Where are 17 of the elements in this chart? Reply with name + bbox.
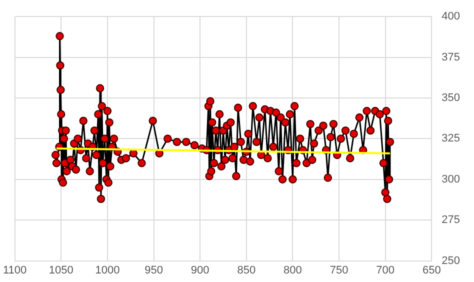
y-tick-label: 300	[442, 173, 460, 186]
x-tick-label: 800	[284, 264, 302, 276]
y-tick-label: 350	[442, 92, 460, 104]
x-tick-label: 1050	[48, 264, 74, 276]
y-tick-label: 400	[442, 10, 460, 23]
x-tick-label: 700	[376, 264, 395, 276]
x-tick-label: 900	[190, 264, 210, 276]
x-tick-label: 950	[144, 264, 163, 276]
x-tick-label: 850	[237, 264, 256, 276]
y-tick-label: 375	[442, 51, 460, 64]
x-tick-label: 750	[330, 264, 348, 276]
y-tick-label: 325	[442, 132, 460, 145]
y-tick-label: 250	[442, 254, 460, 267]
x-tick-label: 650	[422, 264, 441, 276]
x-tick-label: 1000	[95, 264, 120, 276]
x-tick-label: 1100	[3, 264, 27, 276]
y-tick-label: 275	[442, 214, 460, 226]
